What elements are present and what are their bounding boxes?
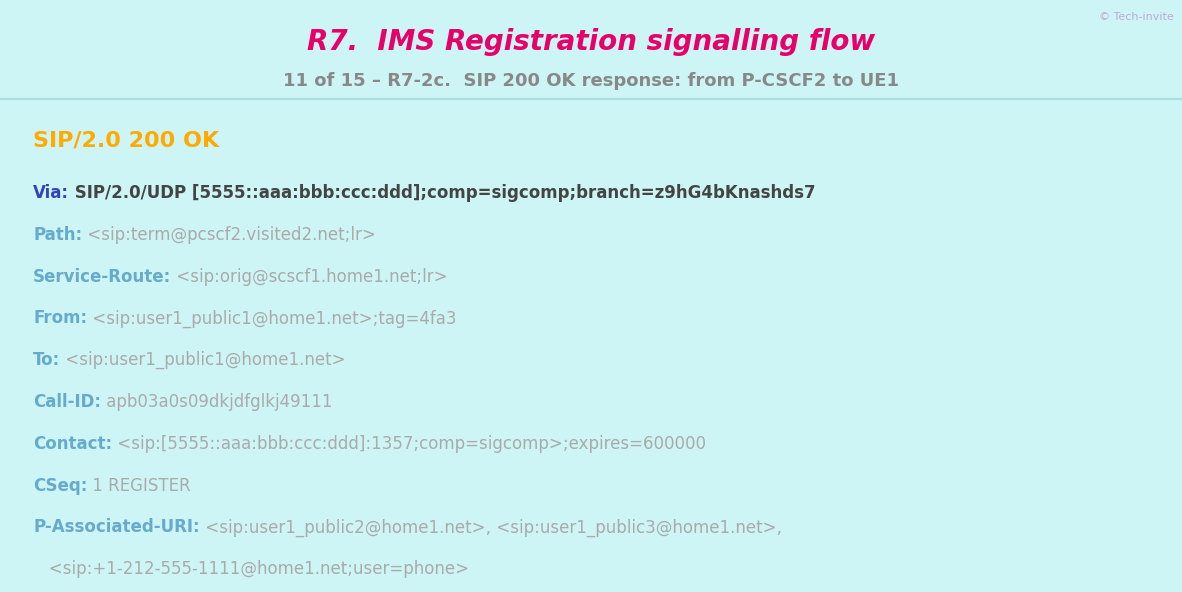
Text: SIP/2.0/UDP [5555::aaa:bbb:ccc:ddd];comp=sigcomp;branch=z9hG4bKnashds7: SIP/2.0/UDP [5555::aaa:bbb:ccc:ddd];comp… <box>69 184 816 202</box>
Text: <sip:term@pcscf2.visited2.net;lr>: <sip:term@pcscf2.visited2.net;lr> <box>83 226 376 244</box>
Text: <sip:user1_public1@home1.net>: <sip:user1_public1@home1.net> <box>60 351 346 369</box>
Text: R7.  IMS Registration signalling flow: R7. IMS Registration signalling flow <box>307 28 875 56</box>
Text: SIP/2.0 200 OK: SIP/2.0 200 OK <box>33 130 219 150</box>
Text: From:: From: <box>33 310 87 327</box>
Text: CSeq:: CSeq: <box>33 477 87 494</box>
Text: <sip:+1-212-555-1111@home1.net;user=phone>: <sip:+1-212-555-1111@home1.net;user=phon… <box>33 560 469 578</box>
Text: apb03a0s09dkjdfglkj49111: apb03a0s09dkjdfglkj49111 <box>102 393 332 411</box>
Text: <sip:user1_public1@home1.net>;tag=4fa3: <sip:user1_public1@home1.net>;tag=4fa3 <box>87 310 456 328</box>
Text: 11 of 15 – R7-2c.  SIP 200 OK response: from P-CSCF2 to UE1: 11 of 15 – R7-2c. SIP 200 OK response: f… <box>282 72 900 91</box>
Text: Via:: Via: <box>33 184 69 202</box>
Text: <sip:orig@scscf1.home1.net;lr>: <sip:orig@scscf1.home1.net;lr> <box>171 268 448 286</box>
Text: To:: To: <box>33 351 60 369</box>
Text: Contact:: Contact: <box>33 435 112 453</box>
Text: Path:: Path: <box>33 226 83 244</box>
Text: <sip:[5555::aaa:bbb:ccc:ddd]:1357;comp=sigcomp>;expires=600000: <sip:[5555::aaa:bbb:ccc:ddd]:1357;comp=s… <box>112 435 706 453</box>
Text: Call-ID:: Call-ID: <box>33 393 102 411</box>
Text: Service-Route:: Service-Route: <box>33 268 171 286</box>
Text: 1 REGISTER: 1 REGISTER <box>87 477 191 494</box>
Text: <sip:user1_public2@home1.net>, <sip:user1_public3@home1.net>,: <sip:user1_public2@home1.net>, <sip:user… <box>200 519 781 536</box>
Text: P-Associated-URI:: P-Associated-URI: <box>33 519 200 536</box>
Text: © Tech-invite: © Tech-invite <box>1099 12 1174 22</box>
